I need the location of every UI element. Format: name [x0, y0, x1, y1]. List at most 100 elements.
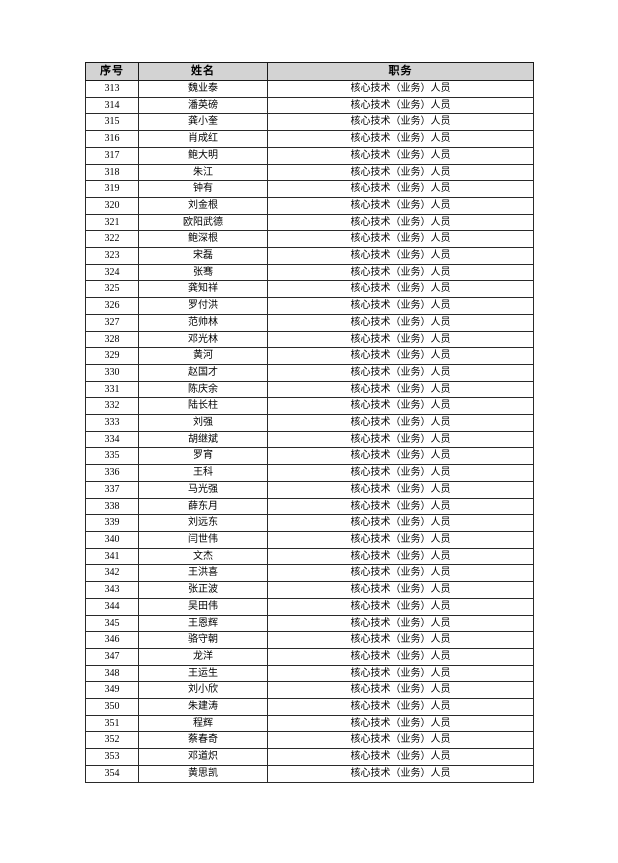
table-row: 322 鲍深根 核心技术（业务）人员 — [85, 230, 534, 249]
cell-no: 313 — [85, 80, 139, 98]
cell-name: 范帅林 — [138, 313, 268, 332]
table-row: 317 鲍大明 核心技术（业务）人员 — [85, 146, 534, 165]
table-row: 334 胡继斌 核心技术（业务）人员 — [85, 430, 534, 449]
cell-title: 核心技术（业务）人员 — [267, 614, 534, 633]
cell-no: 340 — [85, 530, 139, 549]
cell-no: 320 — [85, 196, 139, 215]
table-row: 338 薛东月 核心技术（业务）人员 — [85, 497, 534, 516]
cell-title: 核心技术（业务）人员 — [267, 497, 534, 516]
cell-name: 王洪喜 — [138, 564, 268, 583]
cell-name: 王恩辉 — [138, 614, 268, 633]
table-row: 321 欧阳武德 核心技术（业务）人员 — [85, 213, 534, 232]
table-row: 336 王科 核心技术（业务）人员 — [85, 464, 534, 482]
cell-no: 321 — [85, 213, 139, 232]
cell-no: 350 — [85, 698, 139, 716]
cell-title: 核心技术（业务）人员 — [267, 297, 534, 315]
table-row: 353 邓道炽 核心技术（业务）人员 — [85, 748, 534, 766]
cell-title: 核心技术（业务）人员 — [267, 597, 534, 616]
cell-title: 核心技术（业务）人员 — [267, 447, 534, 466]
cell-name: 鲍大明 — [138, 146, 268, 165]
cell-no: 348 — [85, 664, 139, 683]
table-row: 329 黄河 核心技术（业务）人员 — [85, 347, 534, 365]
cell-name: 赵国才 — [138, 363, 268, 382]
table-row: 319 钟有 核心技术（业务）人员 — [85, 180, 534, 198]
cell-no: 351 — [85, 714, 139, 733]
table-row: 324 张骞 核心技术（业务）人员 — [85, 263, 534, 282]
cell-name: 朱江 — [138, 163, 268, 182]
cell-no: 337 — [85, 480, 139, 499]
cell-no: 323 — [85, 247, 139, 265]
cell-no: 330 — [85, 363, 139, 382]
cell-title: 核心技术（业务）人员 — [267, 196, 534, 215]
header-row: 序号 姓名 职务 — [85, 62, 534, 81]
table-row: 339 刘远东 核心技术（业务）人员 — [85, 514, 534, 532]
table-row: 330 赵国才 核心技术（业务）人员 — [85, 363, 534, 382]
table-row: 333 刘强 核心技术（业务）人员 — [85, 414, 534, 432]
table-row: 340 闫世伟 核心技术（业务）人员 — [85, 530, 534, 549]
table-header: 序号 姓名 职务 — [85, 62, 534, 81]
cell-no: 334 — [85, 430, 139, 449]
table-row: 342 王洪喜 核心技术（业务）人员 — [85, 564, 534, 583]
cell-title: 核心技术（业务）人员 — [267, 113, 534, 132]
cell-name: 鲍深根 — [138, 230, 268, 249]
cell-no: 319 — [85, 180, 139, 198]
cell-title: 核心技术（业务）人员 — [267, 647, 534, 666]
cell-no: 347 — [85, 647, 139, 666]
cell-name: 程辉 — [138, 714, 268, 733]
cell-title: 核心技术（业务）人员 — [267, 213, 534, 232]
cell-title: 核心技术（业务）人员 — [267, 731, 534, 750]
cell-name: 罗宵 — [138, 447, 268, 466]
cell-no: 333 — [85, 414, 139, 432]
header-cell-name: 姓名 — [138, 62, 268, 81]
cell-name: 闫世伟 — [138, 530, 268, 549]
cell-name: 钟有 — [138, 180, 268, 198]
cell-name: 潘英磅 — [138, 96, 268, 115]
table-row: 354 黄思凯 核心技术（业务）人员 — [85, 764, 534, 783]
cell-name: 宋磊 — [138, 247, 268, 265]
cell-no: 322 — [85, 230, 139, 249]
cell-no: 314 — [85, 96, 139, 115]
table-row: 352 蔡春奇 核心技术（业务）人员 — [85, 731, 534, 750]
cell-name: 欧阳武德 — [138, 213, 268, 232]
cell-no: 341 — [85, 547, 139, 566]
table-row: 346 骆守朝 核心技术（业务）人员 — [85, 631, 534, 649]
cell-title: 核心技术（业务）人员 — [267, 664, 534, 683]
cell-no: 329 — [85, 347, 139, 365]
cell-no: 316 — [85, 130, 139, 148]
cell-name: 骆守朝 — [138, 631, 268, 649]
cell-title: 核心技术（业务）人员 — [267, 397, 534, 416]
cell-title: 核心技术（业务）人员 — [267, 263, 534, 282]
table-row: 337 马光强 核心技术（业务）人员 — [85, 480, 534, 499]
table-row: 351 程辉 核心技术（业务）人员 — [85, 714, 534, 733]
cell-title: 核心技术（业务）人员 — [267, 764, 534, 783]
cell-title: 核心技术（业务）人员 — [267, 414, 534, 432]
cell-name: 肖成红 — [138, 130, 268, 148]
table-row: 348 王运生 核心技术（业务）人员 — [85, 664, 534, 683]
cell-name: 蔡春奇 — [138, 731, 268, 750]
cell-no: 328 — [85, 330, 139, 349]
cell-name: 张骞 — [138, 263, 268, 282]
table-row: 341 文杰 核心技术（业务）人员 — [85, 547, 534, 566]
table-row: 315 龚小奎 核心技术（业务）人员 — [85, 113, 534, 132]
cell-title: 核心技术（业务）人员 — [267, 698, 534, 716]
table-row: 332 陆长柱 核心技术（业务）人员 — [85, 397, 534, 416]
cell-title: 核心技术（业务）人员 — [267, 681, 534, 700]
cell-name: 龙洋 — [138, 647, 268, 666]
cell-name: 刘远东 — [138, 514, 268, 532]
cell-name: 薛东月 — [138, 497, 268, 516]
cell-no: 344 — [85, 597, 139, 616]
cell-title: 核心技术（业务）人员 — [267, 530, 534, 549]
cell-no: 315 — [85, 113, 139, 132]
header-cell-title: 职务 — [267, 62, 534, 81]
cell-name: 马光强 — [138, 480, 268, 499]
cell-no: 345 — [85, 614, 139, 633]
cell-title: 核心技术（业务）人员 — [267, 130, 534, 148]
table-row: 335 罗宵 核心技术（业务）人员 — [85, 447, 534, 466]
cell-title: 核心技术（业务）人员 — [267, 514, 534, 532]
cell-name: 王运生 — [138, 664, 268, 683]
cell-title: 核心技术（业务）人员 — [267, 748, 534, 766]
cell-no: 327 — [85, 313, 139, 332]
cell-no: 339 — [85, 514, 139, 532]
cell-no: 324 — [85, 263, 139, 282]
cell-title: 核心技术（业务）人员 — [267, 230, 534, 249]
